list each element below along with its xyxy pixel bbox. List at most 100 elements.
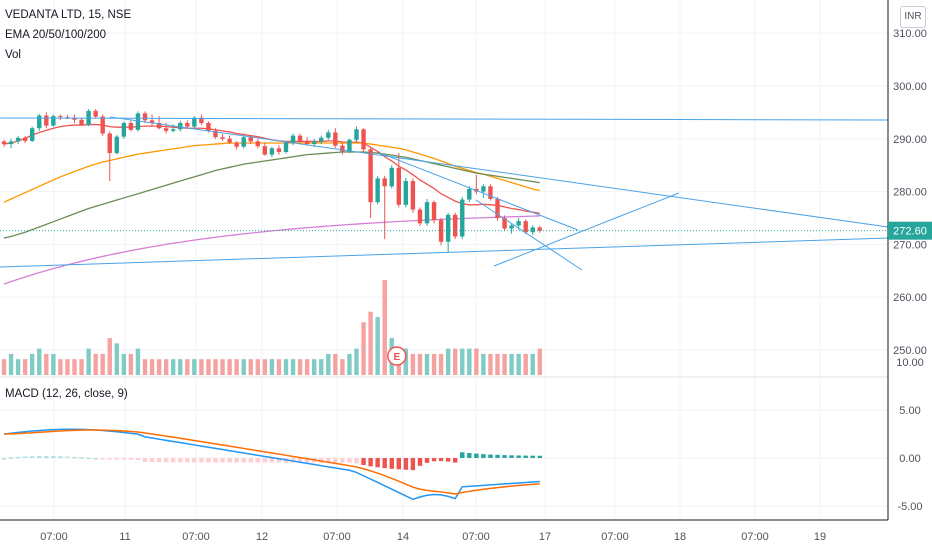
candle-body xyxy=(516,221,521,226)
candle-body xyxy=(1,141,7,145)
macd-histogram-bar xyxy=(523,455,528,458)
candle-body xyxy=(206,122,211,131)
macd-histogram-bar xyxy=(15,456,21,459)
ema-legend[interactable]: EMA 20/50/100/200 xyxy=(5,29,107,41)
volume-bar xyxy=(44,353,49,375)
candle-body xyxy=(163,128,169,131)
candle-body xyxy=(93,110,98,117)
volume-bar xyxy=(156,359,162,375)
candle-body xyxy=(403,181,409,205)
candle-body xyxy=(114,136,119,154)
macd-histogram-bar xyxy=(72,456,77,459)
volume-bar xyxy=(142,359,148,375)
price-tick-label: 250.00 xyxy=(893,345,927,357)
volume-bar xyxy=(460,348,465,375)
price-tick-label: 290.00 xyxy=(893,134,927,146)
candle-body xyxy=(304,140,310,145)
macd-tick-label: 5.00 xyxy=(899,405,920,417)
candle-body xyxy=(431,202,437,221)
macd-histogram-bar xyxy=(460,452,465,458)
macd-histogram-bar xyxy=(509,455,514,458)
grid xyxy=(0,0,888,520)
macd-histogram-bar xyxy=(121,458,127,460)
macd-legend[interactable]: MACD (12, 26, close, 9) xyxy=(5,388,128,400)
ema100-line xyxy=(3,151,540,239)
macd-histogram-bar xyxy=(163,458,169,463)
volume-bar xyxy=(297,359,303,375)
volume-bar xyxy=(8,353,14,375)
candle-body xyxy=(107,133,112,154)
macd-histogram-bar xyxy=(149,458,155,463)
candle-body xyxy=(255,141,260,147)
volume-bar xyxy=(537,348,542,375)
candle-body xyxy=(537,227,542,231)
candle-body xyxy=(312,141,317,145)
candle-body xyxy=(495,198,500,218)
macd-histogram-bar xyxy=(114,458,119,460)
volume-bar xyxy=(354,348,359,375)
macd-histogram-bar xyxy=(234,458,239,463)
volume-bar xyxy=(220,359,225,375)
candle-body xyxy=(171,129,176,131)
macd-series xyxy=(0,376,888,501)
signal-line xyxy=(3,429,540,495)
volume-bar xyxy=(340,359,345,375)
volume-bar xyxy=(347,353,352,375)
volume-bar xyxy=(107,338,112,375)
volume-bar xyxy=(431,353,437,375)
time-tick-label: 17 xyxy=(539,531,551,543)
volume-bar xyxy=(453,348,458,375)
macd-histogram-bar xyxy=(396,458,401,470)
time-tick-label: 19 xyxy=(814,531,826,543)
macd-tick-label: 0.00 xyxy=(899,453,920,465)
symbol-title[interactable]: VEDANTA LTD, 15, NSE xyxy=(5,9,132,21)
candle-body xyxy=(453,214,458,237)
volume-bar xyxy=(213,359,218,375)
candle-body xyxy=(361,129,366,150)
volume-bar xyxy=(276,359,282,375)
price-tick-label: 310.00 xyxy=(893,28,927,40)
currency-button[interactable]: INR xyxy=(900,6,926,28)
candle-body xyxy=(178,122,183,130)
volume-legend[interactable]: Vol xyxy=(5,49,21,61)
macd-histogram-bar xyxy=(37,456,42,458)
volume-bar xyxy=(234,359,239,375)
macd-histogram-bar xyxy=(382,458,387,469)
macd-histogram-bar xyxy=(403,458,409,470)
price-tick-label: 260.00 xyxy=(893,292,927,304)
volume-bar xyxy=(474,348,479,375)
time-tick-label: 07:00 xyxy=(741,531,769,543)
volume-bar xyxy=(58,359,63,375)
candle-body xyxy=(199,117,204,123)
trendlines[interactable] xyxy=(0,116,889,271)
volume-bar xyxy=(304,359,310,375)
volume-bar xyxy=(128,353,134,375)
candle-body xyxy=(389,167,394,187)
macd-histogram-bar xyxy=(1,458,7,460)
candle-body xyxy=(417,209,423,224)
candles xyxy=(1,109,542,253)
trendline xyxy=(109,116,889,228)
price-tick-label: 300.00 xyxy=(893,81,927,93)
macd-histogram-bar xyxy=(347,458,352,463)
macd-histogram-bar xyxy=(319,458,324,463)
candle-body xyxy=(15,137,21,142)
macd-histogram-bar xyxy=(178,458,183,463)
candle-body xyxy=(8,141,14,145)
macd-histogram-bar xyxy=(22,456,28,459)
candle-body xyxy=(58,116,63,118)
macd-histogram-bar xyxy=(474,453,479,458)
volume-bar xyxy=(361,322,366,375)
volume-bar xyxy=(241,359,246,375)
volume-bar xyxy=(488,353,493,375)
macd-histogram-bar xyxy=(128,458,134,460)
candle-body xyxy=(347,139,352,152)
macd-histogram-bar xyxy=(488,454,493,458)
volume-bar xyxy=(192,359,197,375)
candle-body xyxy=(530,227,535,233)
time-tick-label: 14 xyxy=(397,531,409,543)
axes: 250.00 260.00 270.00 280.00 290.00 300.00 310.… xyxy=(0,0,932,543)
macd-histogram-bar xyxy=(424,458,430,463)
